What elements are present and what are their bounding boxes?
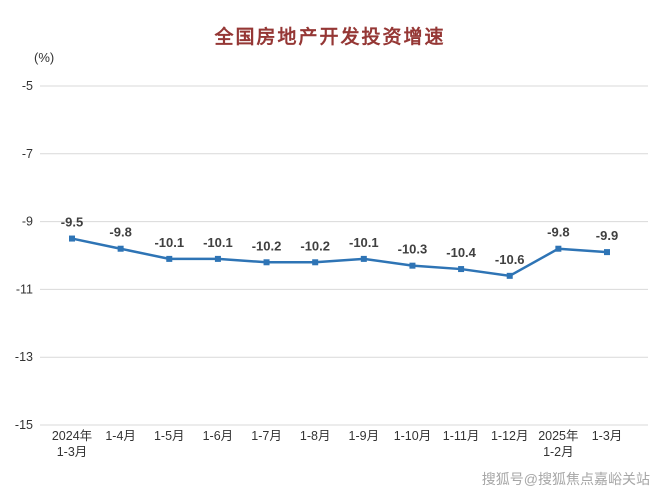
x-tick-label: 1-4月	[105, 429, 136, 443]
y-tick-label: -7	[22, 147, 33, 161]
x-tick-label: 1-6月	[203, 429, 234, 443]
y-tick-label: -13	[15, 350, 33, 364]
y-axis-unit-label: (%)	[34, 50, 55, 65]
chart-title: 全国房地产开发投资增速	[214, 27, 446, 48]
y-tick-label: -5	[22, 79, 33, 93]
x-tick-label: 1-8月	[300, 429, 331, 443]
data-point-marker	[117, 245, 124, 252]
data-point-marker	[69, 235, 75, 242]
data-point-label: -10.6	[495, 252, 525, 267]
x-tick-label: 1-9月	[349, 429, 380, 443]
data-point-marker	[604, 249, 610, 256]
data-point-marker	[409, 262, 416, 269]
y-tick-label: -9	[22, 215, 33, 229]
x-tick-label: 1-3月	[57, 445, 88, 459]
data-point-marker	[312, 259, 319, 266]
data-point-marker	[263, 259, 270, 266]
data-point-marker	[555, 245, 562, 252]
data-point-marker	[458, 266, 465, 273]
x-tick-label: 1-10月	[394, 429, 432, 443]
y-tick-label: -15	[15, 418, 33, 432]
data-point-marker	[360, 255, 367, 262]
series-line	[70, 237, 609, 278]
data-point-label: -9.9	[596, 228, 618, 243]
x-tick-label: 1-3月	[592, 429, 623, 443]
data-point-label: -9.8	[547, 225, 569, 240]
y-tick-label: -11	[16, 282, 33, 296]
x-tick-label: 1-12月	[491, 429, 529, 443]
data-point-label: -10.2	[252, 238, 282, 253]
data-point-marker	[166, 255, 173, 262]
x-tick-label: 1-7月	[251, 429, 282, 443]
data-point-label: -10.1	[154, 235, 184, 250]
watermark: 搜狐号@搜狐焦点嘉峪关站	[481, 471, 650, 487]
data-point-label: -10.3	[398, 242, 428, 257]
data-point-marker	[214, 255, 221, 262]
x-tick-label: 1-2月	[543, 445, 574, 459]
data-point-label: -10.4	[446, 245, 476, 260]
data-point-label: -10.1	[349, 235, 379, 250]
data-point-label: -10.1	[203, 235, 233, 250]
x-tick-label: 2024年	[52, 429, 92, 443]
x-tick-label: 2025年	[538, 429, 578, 443]
x-tick-label: 1-11月	[443, 429, 480, 443]
data-point-label: -9.5	[61, 215, 83, 230]
data-point-label: -10.2	[300, 238, 330, 253]
x-tick-label: 1-5月	[154, 429, 185, 443]
data-point-marker	[506, 272, 513, 279]
data-point-label: -9.8	[109, 225, 131, 240]
